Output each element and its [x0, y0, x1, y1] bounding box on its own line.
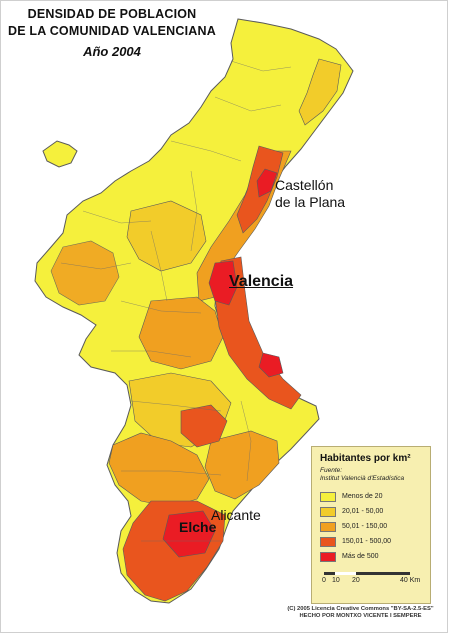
city-label-castellon: Castellón de la Plana [275, 177, 345, 211]
legend-item: Menos de 20 [320, 489, 424, 504]
scale-bar: 0 10 20 40 Km [320, 568, 424, 586]
credits: (C) 2005 Licencia Creative Commons "BY-S… [273, 606, 448, 620]
legend-source-label: Fuente: [320, 467, 343, 474]
legend-item: 20,01 - 50,00 [320, 504, 424, 519]
map-legend: Habitantes por km² Fuente: Institut Vale… [311, 446, 431, 604]
map-title-block: DENSIDAD DE POBLACION DE LA COMUNIDAD VA… [7, 6, 217, 59]
legend-title: Habitantes por km² [320, 453, 411, 464]
legend-item: 50,01 - 150,00 [320, 519, 424, 534]
map-title-year: Año 2004 [83, 44, 141, 59]
map-title-line1: DENSIDAD DE POBLACION [27, 7, 197, 21]
scale-tick: 20 [352, 577, 360, 584]
legend-item-label: 20,01 - 50,00 [342, 508, 384, 515]
municipal-borders [60, 60, 292, 542]
legend-items: Menos de 20 20,01 - 50,00 50,01 - 150,00… [320, 489, 424, 564]
city-label-valencia: Valencia [229, 273, 294, 290]
zone-50-150-southwest [108, 432, 210, 508]
zone-50-150-central [138, 296, 224, 370]
legend-swatch [320, 536, 336, 547]
legend-item: 150,01 - 500,00 [320, 534, 424, 549]
credits-license: (C) 2005 Licencia Creative Commons "BY-S… [287, 606, 434, 612]
city-label-castellon-line2: de la Plana [275, 194, 346, 210]
legend-item-label: 50,01 - 150,00 [342, 523, 388, 530]
zone-over-500-valencia-metro [208, 260, 238, 306]
legend-swatch [320, 551, 336, 562]
credits-author: HECHO POR MONTXO VICENTE I SEMPERE [299, 613, 422, 619]
legend-item-label: 150,01 - 500,00 [342, 538, 392, 545]
city-label-alicante: Alicante [211, 507, 261, 523]
enclave-rincon-de-ademuz [42, 140, 78, 168]
zone-150-500-valencia-coast [214, 256, 302, 410]
legend-source: Fuente: Institut Valencià d'Estadística [320, 467, 424, 483]
legend-item: Más de 500 [320, 549, 424, 564]
legend-swatch [320, 521, 336, 532]
zone-50-150-alicante-interior [204, 430, 280, 500]
legend-item-label: Más de 500 [342, 553, 379, 560]
zone-20-50-north [298, 58, 342, 126]
legend-source-name: Institut Valencià d'Estadística [320, 475, 405, 482]
legend-swatch [320, 506, 336, 517]
scale-bar-line [324, 572, 410, 575]
legend-item-label: Menos de 20 [342, 493, 383, 500]
scale-tick: 0 [322, 577, 326, 584]
zone-20-50-interior [126, 200, 207, 272]
city-label-castellon-line1: Castellón [275, 177, 334, 193]
city-label-elche: Elche [179, 519, 217, 535]
scale-tick: 10 [332, 577, 340, 584]
zone-20-50-west [50, 240, 120, 306]
map-title-line2: DE LA COMUNIDAD VALENCIANA [8, 24, 216, 38]
zone-over-500-gandia [258, 352, 284, 378]
zone-150-500-interior-south [180, 404, 228, 448]
legend-swatch [320, 491, 336, 502]
zone-over-500-elche [162, 510, 216, 558]
zone-over-500-castellon [256, 168, 278, 198]
scale-tick: 40 Km [400, 577, 421, 584]
